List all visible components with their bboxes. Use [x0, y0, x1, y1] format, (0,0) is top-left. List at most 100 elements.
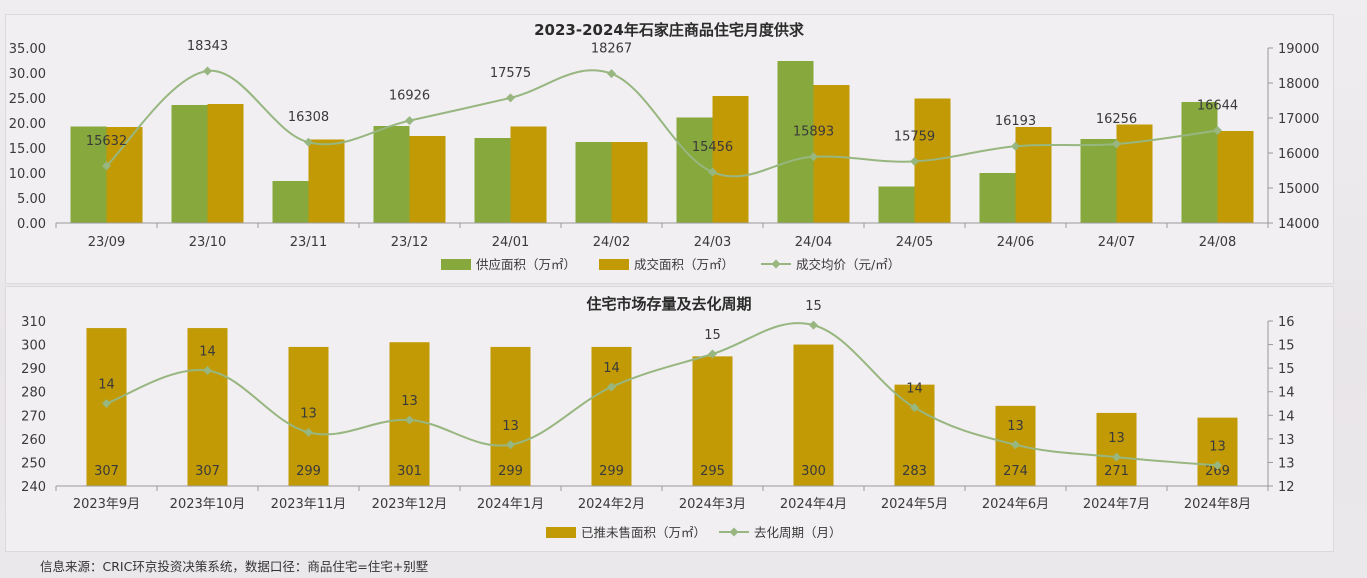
x-tick-label: 2024年6月 — [982, 497, 1049, 512]
destock-cycle-data-label: 13 — [300, 406, 317, 421]
avg-price-point — [506, 93, 515, 103]
y-left-tick-label: 5.00 — [17, 192, 46, 207]
y-right-tick-label: 13 — [1278, 456, 1295, 471]
avg-price-data-label: 15893 — [793, 125, 834, 140]
legend-swatch-cycle-marker — [729, 527, 739, 537]
avg-price-data-label: 18343 — [187, 39, 228, 54]
unsold-area-bar — [894, 384, 935, 486]
x-tick-label: 2024年1月 — [477, 497, 544, 512]
destock-cycle-point — [203, 366, 212, 375]
avg-price-data-label: 15456 — [692, 140, 733, 155]
unsold-area-bar — [793, 344, 834, 486]
y-right-tick-label: 18000 — [1278, 77, 1319, 92]
y-left-tick-label: 10.00 — [9, 167, 46, 182]
unsold-area-data-label: 283 — [902, 464, 927, 479]
avg-price-data-label: 16926 — [389, 89, 430, 104]
avg-price-point — [1112, 139, 1121, 149]
y-left-tick-label: 300 — [21, 339, 46, 354]
unsold-area-data-label: 271 — [1104, 464, 1129, 479]
destock-cycle-point — [506, 440, 515, 450]
y-left-tick-label: 250 — [21, 456, 46, 471]
destock-cycle-data-label: 13 — [401, 394, 418, 409]
source-footnote: 信息来源：CRIC环京投资决策系统，数据口径：商品住宅=住宅+别墅 — [40, 559, 429, 574]
supply-area-bar — [575, 142, 612, 223]
destock-cycle-point — [708, 349, 717, 359]
x-tick-label: 24/08 — [1199, 235, 1236, 250]
unsold-area-data-label: 300 — [801, 464, 826, 479]
destock-cycle-point — [1112, 452, 1121, 462]
y-right-tick-label: 12 — [1278, 480, 1295, 495]
x-tick-label: 2023年10月 — [170, 497, 246, 512]
legend-label-unsold: 已推未售面积（万㎡） — [581, 525, 706, 540]
avg-price-data-label: 16308 — [288, 110, 329, 125]
deal-area-bar — [813, 85, 850, 223]
destock-cycle-data-label: 14 — [906, 382, 923, 397]
y-right-tick-label: 15000 — [1278, 182, 1319, 197]
y-right-tick-label: 14 — [1278, 386, 1295, 401]
supply-demand-chart: 2023-2024年石家庄商品住宅月度供求 0.00 5.00 10.00 15.00 2… — [9, 21, 1320, 272]
destock-cycle-data-label: 15 — [805, 299, 822, 314]
destock-cycle-point — [910, 403, 919, 413]
avg-price-point — [708, 167, 717, 177]
unsold-area-data-label: 269 — [1205, 464, 1230, 479]
avg-price-data-label: 16644 — [1197, 98, 1238, 113]
unsold-area-bar — [591, 346, 632, 486]
avg-price-data-label: 16256 — [1096, 112, 1137, 127]
destock-cycle-data-label: 15 — [704, 328, 721, 343]
destock-cycle-line — [106, 322, 1218, 467]
avg-price-point — [405, 116, 414, 126]
unsold-area-data-label: 299 — [599, 464, 624, 479]
destock-cycle-data-label: 13 — [1108, 431, 1125, 446]
unsold-area-bar — [288, 346, 329, 486]
y-left-tick-label: 0.00 — [17, 217, 46, 232]
unsold-area-data-label: 301 — [397, 464, 422, 479]
x-tick-label: 2023年11月 — [271, 497, 347, 512]
unsold-area-data-label: 274 — [1003, 464, 1028, 479]
supply-area-bar — [777, 61, 814, 223]
deal-area-bar — [611, 142, 648, 223]
unsold-area-bar — [187, 328, 228, 486]
x-tick-label: 2023年12月 — [372, 497, 448, 512]
x-tick-label: 2024年2月 — [578, 497, 645, 512]
destock-cycle-data-label: 13 — [502, 419, 519, 434]
x-tick-label: 24/03 — [694, 235, 731, 250]
avg-price-point — [910, 156, 919, 166]
deal-area-bar — [409, 136, 446, 223]
deal-area-bar — [1116, 124, 1153, 223]
x-tick-label: 24/07 — [1098, 235, 1135, 250]
y-left-tick-label: 20.00 — [9, 117, 46, 132]
legend-swatch-deal — [599, 259, 629, 270]
unsold-area-data-label: 299 — [296, 464, 321, 479]
avg-price-data-label: 18267 — [591, 42, 632, 57]
x-tick-label: 23/12 — [391, 235, 428, 250]
avg-price-data-label: 15759 — [894, 129, 935, 144]
x-tick-label: 24/06 — [997, 235, 1034, 250]
inventory-chart-panel: 住宅市场存量及去化周期 240 250 260 270 280 290 300 310 12 13 1… — [5, 286, 1334, 552]
y-left-tick-label: 270 — [21, 409, 46, 424]
supply-area-bar — [171, 105, 208, 223]
x-tick-label: 2024年3月 — [679, 497, 746, 512]
avg-price-data-label: 17575 — [490, 66, 531, 81]
x-tick-label: 2023年9月 — [73, 497, 140, 512]
unsold-area-bar — [1096, 412, 1137, 486]
deal-area-bar — [207, 104, 244, 223]
avg-price-point — [203, 66, 212, 76]
y-left-tick-label: 290 — [21, 362, 46, 377]
x-tick-label: 24/01 — [492, 235, 529, 250]
deal-area-bar — [712, 96, 749, 223]
avg-price-point — [1011, 141, 1020, 151]
destock-cycle-data-label: 14 — [199, 345, 216, 360]
chart-title: 住宅市场存量及去化周期 — [586, 295, 751, 313]
x-tick-label: 24/04 — [795, 235, 832, 250]
y-right-tick-label: 13 — [1278, 433, 1295, 448]
deal-area-bar — [1015, 127, 1052, 223]
avg-price-data-label: 15632 — [86, 134, 127, 149]
legend-swatch-unsold — [546, 527, 576, 538]
y-right-tick-label: 14000 — [1278, 217, 1319, 232]
supply-area-bar — [676, 117, 713, 223]
legend-label-cycle: 去化周期（月） — [754, 525, 842, 540]
y-right-tick-label: 17000 — [1278, 112, 1319, 127]
destock-cycle-data-label: 13 — [1007, 419, 1024, 434]
y-right-tick-label: 15 — [1278, 339, 1295, 354]
legend-label-price: 成交均价（元/㎡） — [796, 257, 900, 272]
